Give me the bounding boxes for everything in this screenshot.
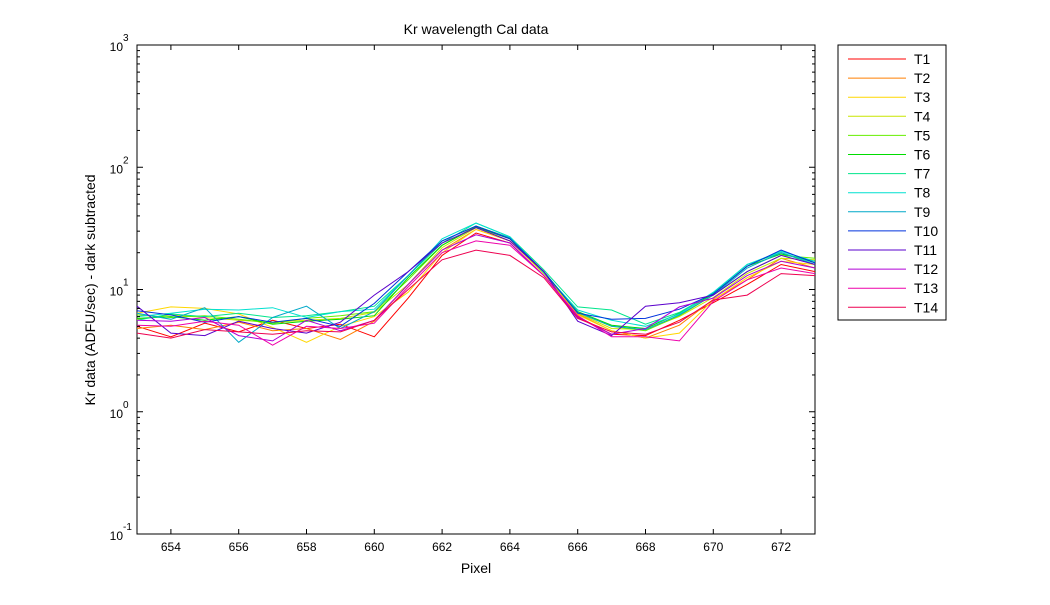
legend-label: T4 bbox=[914, 108, 931, 124]
series-line-t14 bbox=[136, 249, 816, 339]
x-tick-label: 672 bbox=[771, 540, 791, 554]
legend-label: T3 bbox=[914, 89, 931, 105]
x-tick-label: 654 bbox=[161, 540, 181, 554]
y-axis-label: Kr data (ADFU/sec) - dark subtracted bbox=[82, 174, 98, 405]
legend-label: T11 bbox=[914, 242, 937, 258]
legend-box bbox=[837, 44, 947, 321]
legend-label: T2 bbox=[914, 70, 931, 86]
legend-label: T12 bbox=[914, 261, 938, 277]
y-tick-label: 10 bbox=[110, 285, 124, 299]
legend: T1 T2 T3 T4 T5 T6 T7 T8 T9 T10 T11 T12 T13 T14 bbox=[837, 44, 947, 321]
series-layer bbox=[136, 222, 816, 346]
y-tick-label: 10 bbox=[110, 40, 124, 54]
x-tick-label: 668 bbox=[635, 540, 655, 554]
y-tick-exponent: 0 bbox=[123, 400, 129, 411]
y-tick-exponent: 2 bbox=[123, 155, 129, 166]
x-tick-label: 662 bbox=[432, 540, 452, 554]
series-line-t6 bbox=[136, 226, 816, 330]
x-tick-label: 670 bbox=[703, 540, 723, 554]
x-tick-label: 664 bbox=[500, 540, 520, 554]
chart-title: Kr wavelength Cal data bbox=[404, 21, 549, 37]
y-tick-exponent: 1 bbox=[123, 278, 129, 289]
legend-label: T10 bbox=[914, 223, 938, 239]
y-tick-label: 10 bbox=[110, 162, 124, 176]
legend-label: T5 bbox=[914, 127, 931, 143]
legend-label: T13 bbox=[914, 280, 938, 296]
x-tick-label: 666 bbox=[568, 540, 588, 554]
plot-area bbox=[136, 44, 816, 535]
x-axis-label: Pixel bbox=[461, 560, 491, 576]
legend-label: T8 bbox=[914, 185, 931, 201]
x-tick-label: 656 bbox=[229, 540, 249, 554]
x-tick-label: 660 bbox=[364, 540, 384, 554]
y-tick-exponent: -1 bbox=[123, 522, 132, 533]
series-line-t11 bbox=[136, 227, 816, 337]
series-line-t13 bbox=[136, 240, 816, 346]
axis-layer: 654 656 658 660 662 664 666 668 670 67210-1100101… bbox=[110, 33, 815, 554]
y-tick-label: 10 bbox=[110, 529, 124, 543]
legend-label: T1 bbox=[914, 51, 931, 67]
series-line-t12 bbox=[136, 234, 816, 342]
legend-label: T9 bbox=[914, 204, 931, 220]
legend-label: T7 bbox=[914, 166, 931, 182]
x-tick-label: 658 bbox=[296, 540, 316, 554]
series-line-t10 bbox=[136, 225, 816, 327]
legend-label: T6 bbox=[914, 147, 931, 163]
y-tick-exponent: 3 bbox=[123, 33, 129, 44]
y-tick-label: 10 bbox=[110, 407, 124, 421]
legend-label: T14 bbox=[914, 299, 938, 315]
